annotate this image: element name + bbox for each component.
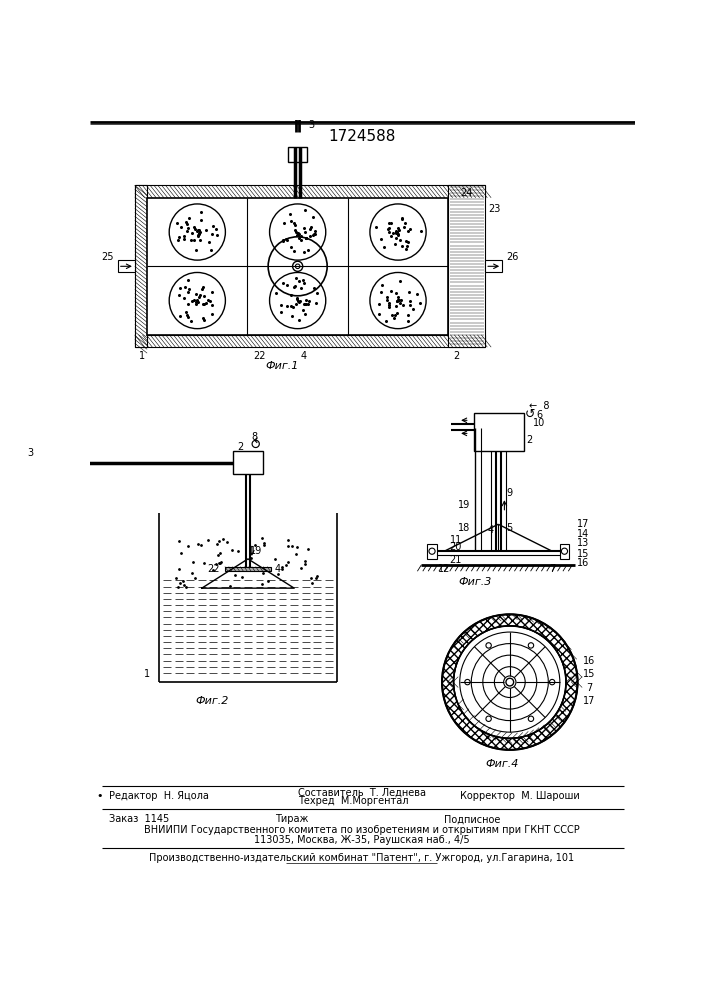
Text: 10: 10 <box>533 418 545 428</box>
Text: Производственно-издательский комбинат "Патент", г. Ужгород, ул.Гагарина, 101: Производственно-издательский комбинат "П… <box>149 853 575 863</box>
Text: 15: 15 <box>583 669 595 679</box>
Text: Заказ  1145: Заказ 1145 <box>110 814 170 824</box>
Bar <box>485 260 502 272</box>
Text: 24: 24 <box>460 188 473 198</box>
Text: ←  8: ← 8 <box>529 401 549 411</box>
Text: 113035, Москва, Ж-35, Раушская наб., 4/5: 113035, Москва, Ж-35, Раушская наб., 4/5 <box>254 835 469 845</box>
Text: 2: 2 <box>527 435 533 445</box>
Bar <box>448 185 485 347</box>
Text: 17: 17 <box>583 696 595 706</box>
Text: 3: 3 <box>28 448 34 458</box>
Text: Составитель  Т. Леднева: Составитель Т. Леднева <box>298 787 426 797</box>
Text: •: • <box>96 791 103 801</box>
Text: 22: 22 <box>207 564 220 574</box>
Text: 4: 4 <box>274 564 280 574</box>
Bar <box>135 335 485 347</box>
Text: 5: 5 <box>507 523 513 533</box>
Text: 1724588: 1724588 <box>328 129 396 144</box>
Text: 16: 16 <box>583 656 595 666</box>
Text: 13: 13 <box>577 538 589 548</box>
Bar <box>428 544 437 559</box>
Text: 7: 7 <box>549 564 555 574</box>
Text: Редактор  Н. Яцола: Редактор Н. Яцола <box>110 791 209 801</box>
Text: 22: 22 <box>253 351 265 361</box>
Text: Корректор  М. Шароши: Корректор М. Шароши <box>460 791 580 801</box>
Text: 9: 9 <box>507 488 513 498</box>
Text: 20: 20 <box>450 542 462 552</box>
Text: 15: 15 <box>577 549 589 559</box>
Bar <box>118 260 135 272</box>
Bar <box>40 450 63 477</box>
Bar <box>288 147 307 162</box>
Text: ⥀: ⥀ <box>251 438 260 452</box>
Text: 18: 18 <box>457 523 469 533</box>
Bar <box>135 185 485 198</box>
Text: 4: 4 <box>300 351 307 361</box>
Text: 7: 7 <box>586 683 592 693</box>
Text: Техред  М.Моргентал: Техред М.Моргентал <box>298 796 409 806</box>
Text: 3: 3 <box>308 120 315 130</box>
Text: 23: 23 <box>489 204 501 214</box>
Circle shape <box>506 678 514 686</box>
Bar <box>474 413 524 451</box>
Bar <box>233 451 264 474</box>
Bar <box>225 567 271 571</box>
Text: ВНИИПИ Государственного комитета по изобретениям и открытиям при ГКНТ СССР: ВНИИПИ Государственного комитета по изоб… <box>144 825 580 835</box>
Text: 19: 19 <box>457 500 469 510</box>
Text: 11: 11 <box>450 535 462 545</box>
Text: 1: 1 <box>139 351 146 361</box>
Bar <box>560 544 569 559</box>
Text: 16: 16 <box>577 558 589 568</box>
Text: Фиг.3: Фиг.3 <box>458 577 492 587</box>
Text: Фиг.1: Фиг.1 <box>266 361 299 371</box>
Text: 19: 19 <box>250 546 262 556</box>
Text: 12: 12 <box>438 564 450 574</box>
Bar <box>147 198 448 335</box>
Text: 25: 25 <box>102 252 114 262</box>
Bar <box>135 185 147 347</box>
Text: 6: 6 <box>536 410 542 420</box>
Text: ↺: ↺ <box>525 408 535 421</box>
Text: 1: 1 <box>144 669 150 679</box>
Text: Тираж: Тираж <box>275 814 308 824</box>
Text: 21: 21 <box>450 555 462 565</box>
Text: 26: 26 <box>506 252 518 262</box>
Text: Подписное: Подписное <box>444 814 501 824</box>
Text: 14: 14 <box>577 529 589 539</box>
Text: 8: 8 <box>251 432 257 442</box>
Text: Фиг.4: Фиг.4 <box>486 759 519 769</box>
Text: 2: 2 <box>237 442 243 452</box>
Text: 2: 2 <box>452 351 459 361</box>
Text: 17: 17 <box>577 519 589 529</box>
Text: Фиг.2: Фиг.2 <box>196 696 229 706</box>
Text: 4: 4 <box>488 525 493 535</box>
